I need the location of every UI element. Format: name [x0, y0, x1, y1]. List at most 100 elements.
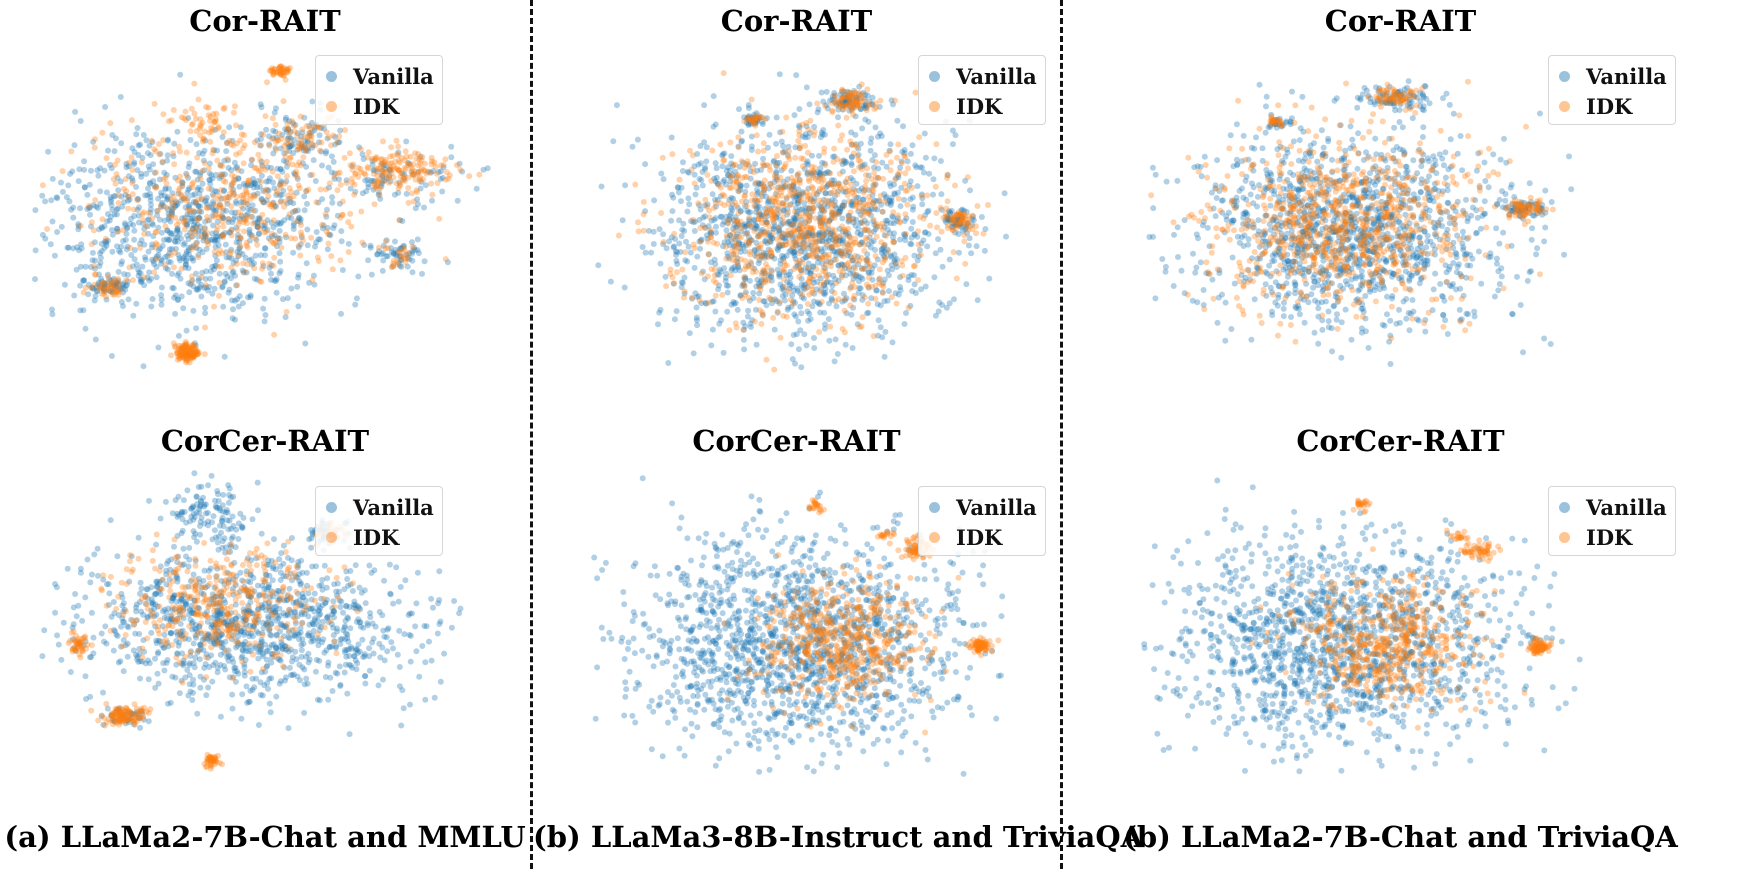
point-idk [215, 250, 222, 257]
point-vanilla [790, 220, 797, 227]
point-idk [215, 621, 222, 628]
point-vanilla [673, 251, 679, 258]
point-vanilla [209, 191, 216, 198]
point-idk [401, 251, 408, 258]
point-vanilla [816, 301, 823, 308]
point-vanilla [195, 275, 202, 282]
point-vanilla [198, 498, 204, 505]
point-idk [241, 142, 248, 149]
point-vanilla [232, 678, 239, 685]
point-vanilla [214, 664, 221, 671]
point-vanilla [846, 233, 853, 240]
point-idk [216, 599, 223, 606]
point-idk [286, 627, 293, 634]
point-vanilla [232, 209, 239, 216]
point-vanilla [369, 639, 376, 646]
point-vanilla [207, 237, 214, 243]
point-vanilla [865, 206, 872, 213]
point-idk [212, 625, 219, 632]
point-idk [299, 620, 305, 627]
point-idk [457, 166, 464, 173]
point-vanilla [113, 631, 120, 638]
point-idk [180, 349, 187, 356]
point-vanilla [780, 230, 787, 237]
point-vanilla [315, 607, 322, 614]
point-vanilla [284, 135, 291, 142]
point-idk [297, 162, 304, 169]
point-vanilla [767, 273, 774, 280]
point-vanilla [901, 196, 908, 203]
point-idk [180, 345, 187, 352]
point-vanilla [884, 267, 891, 274]
point-vanilla [180, 606, 187, 613]
point-idk [220, 234, 227, 240]
point-vanilla [246, 231, 253, 238]
point-vanilla [415, 201, 421, 208]
point-idk [134, 197, 141, 204]
point-idk [359, 239, 366, 246]
point-idk [75, 635, 82, 642]
point-vanilla [285, 554, 291, 561]
point-vanilla [406, 256, 413, 263]
point-vanilla [759, 269, 766, 276]
point-idk [162, 262, 169, 269]
point-vanilla [148, 584, 155, 591]
point-vanilla [932, 312, 939, 319]
point-idk [218, 605, 225, 612]
point-vanilla [176, 608, 183, 615]
point-idk [405, 162, 411, 168]
point-idk [243, 191, 250, 198]
point-vanilla [238, 628, 245, 634]
point-vanilla [884, 297, 891, 304]
point-vanilla [879, 245, 886, 252]
point-vanilla [222, 270, 229, 277]
point-vanilla [155, 252, 162, 258]
point-vanilla [724, 253, 731, 260]
point-vanilla [328, 169, 335, 176]
point-vanilla [186, 289, 193, 296]
point-vanilla [166, 250, 173, 257]
point-vanilla [136, 715, 143, 722]
point-vanilla [788, 186, 795, 193]
point-vanilla [318, 582, 325, 589]
point-vanilla [187, 607, 194, 614]
point-vanilla [754, 167, 761, 174]
point-idk [247, 192, 254, 199]
point-idk [181, 589, 188, 596]
point-vanilla [833, 303, 840, 310]
point-vanilla [924, 243, 931, 250]
point-vanilla [349, 588, 356, 594]
point-idk [393, 137, 400, 144]
point-vanilla [713, 223, 719, 230]
point-vanilla [224, 622, 231, 629]
point-vanilla [271, 604, 278, 611]
point-idk [293, 168, 300, 175]
point-idk [213, 572, 220, 579]
point-vanilla [234, 638, 240, 645]
point-vanilla [305, 613, 312, 620]
point-idk [348, 175, 355, 182]
point-vanilla [192, 582, 199, 589]
point-vanilla [848, 162, 855, 169]
point-vanilla [780, 269, 787, 276]
point-idk [276, 70, 282, 77]
point-vanilla [49, 175, 56, 182]
point-vanilla [795, 186, 802, 193]
point-vanilla [767, 239, 774, 245]
point-idk [385, 174, 392, 181]
point-vanilla [247, 206, 254, 213]
point-vanilla [188, 505, 195, 512]
point-vanilla [817, 210, 824, 217]
point-idk [278, 70, 284, 77]
point-vanilla [249, 213, 256, 220]
point-vanilla [308, 527, 315, 533]
point-idk [194, 588, 201, 595]
point-idk [336, 169, 343, 176]
point-idk [260, 131, 267, 138]
point-vanilla [838, 252, 845, 259]
point-vanilla [901, 218, 908, 224]
point-vanilla [258, 638, 265, 645]
point-vanilla [920, 237, 927, 244]
point-vanilla [201, 635, 208, 642]
point-vanilla [313, 239, 320, 246]
